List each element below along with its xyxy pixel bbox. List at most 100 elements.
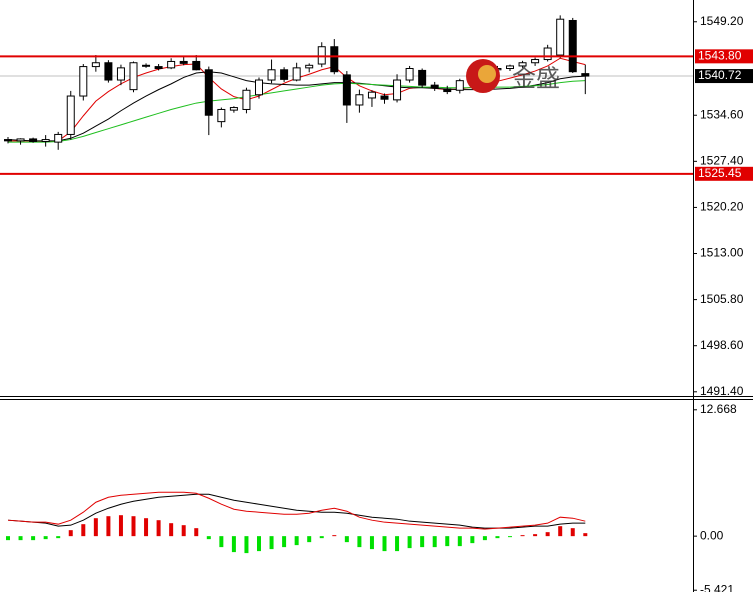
macd-bar xyxy=(420,536,425,548)
candle-body xyxy=(255,79,263,96)
candle-body xyxy=(217,108,226,123)
candle-body xyxy=(430,84,439,89)
macd-bar xyxy=(382,536,387,552)
macd-bar xyxy=(395,536,400,552)
macd-bar xyxy=(6,536,10,541)
candle-body xyxy=(179,60,188,64)
candle-body xyxy=(506,65,514,70)
candle-body xyxy=(367,91,376,99)
y-tick-label: 1527.40 xyxy=(700,154,744,168)
macd-bar xyxy=(307,536,312,543)
candle-body xyxy=(405,68,414,81)
y-tick-label: 1534.60 xyxy=(700,107,744,121)
candle-body xyxy=(116,67,125,81)
candle-body xyxy=(380,95,389,100)
macd-bar xyxy=(482,536,487,541)
current-price-box xyxy=(695,69,753,84)
y-tick-label: 12.668 xyxy=(700,402,737,416)
candle-body xyxy=(229,107,238,111)
candle-body xyxy=(129,62,138,91)
candle-body xyxy=(531,59,540,64)
macd-bar xyxy=(56,536,61,539)
candle-body xyxy=(66,95,75,135)
macd-bar xyxy=(68,530,73,537)
macd-bar xyxy=(18,536,23,541)
candle-body xyxy=(292,67,301,81)
y-tick-label: 1505.80 xyxy=(700,292,744,306)
candle-body xyxy=(54,133,63,143)
y-tick-label: 1513.00 xyxy=(700,246,744,260)
candle-body xyxy=(267,69,276,81)
macd-bar xyxy=(332,535,337,537)
candle-body xyxy=(154,66,163,70)
candle-body xyxy=(142,64,151,67)
candle-body xyxy=(29,138,38,142)
candle-body xyxy=(204,69,213,116)
macd-bar xyxy=(570,528,575,537)
macd-bar xyxy=(93,518,98,537)
macd-bar xyxy=(445,536,450,547)
candle-body xyxy=(104,62,113,81)
macd-bar xyxy=(144,518,149,537)
macd-bar xyxy=(344,536,349,543)
y-tick-label: 1498.60 xyxy=(700,338,744,352)
macd-bar xyxy=(269,536,274,550)
macd-bar xyxy=(520,535,525,537)
macd-bar xyxy=(432,536,437,548)
macd-bar xyxy=(106,516,111,537)
y-tick-label: -5.421 xyxy=(700,582,734,592)
candle-body xyxy=(305,64,314,69)
y-tick-label: 1491.40 xyxy=(700,384,744,398)
macd-bar xyxy=(294,536,299,546)
candle-body xyxy=(443,88,452,93)
candle-body xyxy=(543,47,552,61)
macd-bar xyxy=(257,536,261,552)
y-tick-label: 1549.20 xyxy=(700,14,744,28)
level-label-box xyxy=(695,49,753,64)
macd-line xyxy=(7,493,586,529)
candle-body xyxy=(4,139,12,142)
candle-body xyxy=(41,139,50,142)
watermark-logo xyxy=(478,65,496,83)
y-tick-label: 1520.20 xyxy=(700,200,744,214)
macd-bar xyxy=(131,516,136,537)
macd-bar xyxy=(508,536,512,538)
macd-bar xyxy=(319,536,324,539)
macd-bar xyxy=(369,536,374,550)
candle-body xyxy=(280,69,289,80)
candle-body xyxy=(192,60,201,71)
macd-bar xyxy=(81,524,86,537)
macd-bar xyxy=(357,536,362,548)
macd-bar xyxy=(194,528,199,537)
candle-body xyxy=(518,62,527,67)
macd-bar xyxy=(169,523,174,537)
level-label-box xyxy=(695,166,753,181)
macd-bar xyxy=(118,515,123,537)
watermark-text: 金盛 xyxy=(512,65,560,92)
watermark-group: 金盛 xyxy=(466,59,560,93)
macd-bar xyxy=(470,536,475,544)
macd-bar xyxy=(244,536,249,554)
macd-bar xyxy=(457,536,462,547)
macd-bar xyxy=(407,536,412,549)
candle-body xyxy=(91,62,100,68)
candle-body xyxy=(568,19,577,73)
macd-bar xyxy=(558,526,563,537)
candle-body xyxy=(355,94,364,106)
candle-body xyxy=(455,80,464,91)
candle-body xyxy=(330,46,339,73)
macd-bar xyxy=(282,536,287,548)
candle-body xyxy=(418,69,427,86)
macd-bar xyxy=(533,534,538,537)
axis-area: 1549.20 1534.60 1527.40 1520.20 1513.00 1505.… xyxy=(693,14,753,592)
macd-bar xyxy=(43,536,48,540)
macd-bar xyxy=(206,536,211,540)
level-label: 1543.80 xyxy=(698,49,742,63)
macd-bar xyxy=(181,525,186,537)
candle-body xyxy=(393,79,402,101)
macd-bar xyxy=(583,533,588,537)
plot-area xyxy=(0,15,693,554)
